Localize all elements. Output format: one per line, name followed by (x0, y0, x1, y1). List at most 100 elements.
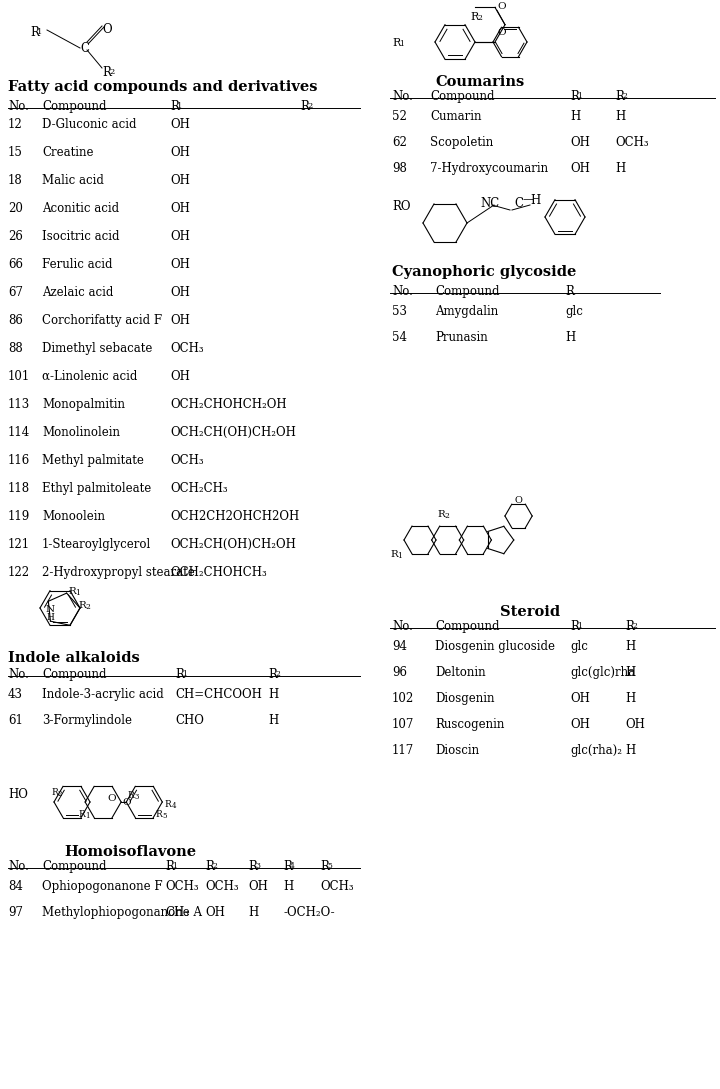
Text: R: R (165, 860, 174, 873)
Text: Corchorifatty acid F: Corchorifatty acid F (42, 314, 162, 327)
Text: R: R (127, 792, 134, 800)
Text: 2: 2 (58, 791, 63, 798)
Text: glc: glc (570, 640, 588, 653)
Text: R: R (438, 510, 446, 519)
Text: 3: 3 (255, 862, 260, 870)
Text: C: C (514, 197, 523, 210)
Text: O: O (515, 497, 523, 505)
Text: 52: 52 (392, 110, 407, 123)
Text: 62: 62 (392, 136, 407, 149)
Text: H: H (46, 613, 54, 622)
Text: OCH₃: OCH₃ (170, 342, 204, 355)
Text: D-Gluconic acid: D-Gluconic acid (42, 118, 137, 131)
Text: Ferulic acid: Ferulic acid (42, 258, 112, 271)
Text: Cumarin: Cumarin (430, 110, 482, 123)
Text: Compound: Compound (435, 620, 500, 633)
Text: 84: 84 (8, 880, 23, 893)
Text: OCH₂CHOHCH₂OH: OCH₂CHOHCH₂OH (170, 397, 287, 411)
Text: CH₃: CH₃ (165, 906, 189, 919)
Text: 26: 26 (8, 230, 23, 243)
Text: Aconitic acid: Aconitic acid (42, 201, 119, 215)
Text: H: H (615, 110, 625, 123)
Text: OH: OH (170, 314, 190, 327)
Text: No.: No. (392, 620, 413, 633)
Text: No.: No. (392, 285, 413, 298)
Text: 97: 97 (8, 906, 23, 919)
Text: 5: 5 (327, 862, 332, 870)
Text: 1-Stearoylglycerol: 1-Stearoylglycerol (42, 538, 151, 551)
Text: Azelaic acid: Azelaic acid (42, 286, 113, 299)
Text: O: O (497, 27, 505, 37)
Text: OH: OH (170, 286, 190, 299)
Text: Amygdalin: Amygdalin (435, 305, 498, 318)
Text: OH: OH (570, 692, 590, 705)
Text: Coumarins: Coumarins (436, 75, 525, 89)
Text: H: H (565, 331, 575, 344)
Text: H: H (625, 666, 635, 680)
Text: 1: 1 (397, 552, 402, 560)
Text: 117: 117 (392, 744, 414, 757)
Text: Compound: Compound (430, 90, 495, 103)
Text: OH: OH (170, 118, 190, 131)
Text: H: H (570, 110, 580, 123)
Text: R: R (248, 860, 257, 873)
Text: 1: 1 (577, 91, 582, 100)
Text: 53: 53 (392, 305, 407, 318)
Text: 114: 114 (8, 426, 30, 439)
Text: Diosgenin glucoside: Diosgenin glucoside (435, 640, 555, 653)
Text: R: R (78, 809, 85, 819)
Text: 3: 3 (134, 794, 139, 802)
Text: 54: 54 (392, 331, 407, 344)
Text: H: H (248, 906, 258, 919)
Text: 98: 98 (392, 162, 407, 175)
Text: 1: 1 (177, 102, 182, 110)
Text: Compound: Compound (42, 860, 107, 873)
Text: H: H (625, 692, 635, 705)
Text: Prunasin: Prunasin (435, 331, 487, 344)
Text: R: R (625, 620, 634, 633)
Text: Isocitric acid: Isocitric acid (42, 230, 120, 243)
Text: H: H (268, 688, 278, 701)
Text: OH: OH (570, 162, 590, 175)
Text: R: R (205, 860, 214, 873)
Text: 1: 1 (182, 670, 187, 678)
Text: R: R (570, 90, 579, 103)
Text: 102: 102 (392, 692, 414, 705)
Text: R: R (164, 800, 171, 809)
Text: glc(glc)rha: glc(glc)rha (570, 666, 635, 680)
Text: 119: 119 (8, 510, 30, 523)
Text: Ophiopogonanone F: Ophiopogonanone F (42, 880, 163, 893)
Text: 7-Hydroxycoumarin: 7-Hydroxycoumarin (430, 162, 548, 175)
Text: 1: 1 (76, 589, 81, 597)
Text: OCH₃: OCH₃ (170, 454, 204, 467)
Text: -OCH₂O-: -OCH₂O- (283, 906, 335, 919)
Text: O: O (497, 2, 505, 11)
Text: —: — (523, 194, 534, 204)
Text: 121: 121 (8, 538, 30, 551)
Text: 2: 2 (445, 512, 449, 521)
Text: O: O (102, 23, 112, 36)
Text: OCH2CH2OHCH2OH: OCH2CH2OHCH2OH (170, 510, 300, 523)
Text: H: H (530, 194, 540, 207)
Text: Ruscogenin: Ruscogenin (435, 718, 505, 731)
Text: 1: 1 (172, 862, 177, 870)
Text: 2: 2 (307, 102, 312, 110)
Text: 2: 2 (622, 91, 627, 100)
Text: 1: 1 (37, 28, 42, 36)
Text: 2-Hydroxypropyl stearate: 2-Hydroxypropyl stearate (42, 566, 194, 579)
Text: Dimethyl sebacate: Dimethyl sebacate (42, 342, 153, 355)
Text: R: R (170, 100, 179, 113)
Text: R: R (78, 601, 86, 610)
Text: R: R (320, 860, 329, 873)
Text: 4: 4 (290, 862, 295, 870)
Text: 122: 122 (8, 566, 30, 579)
Text: 12: 12 (8, 118, 23, 131)
Text: 67: 67 (8, 286, 23, 299)
Text: 18: 18 (8, 174, 23, 187)
Text: No.: No. (392, 90, 413, 103)
Text: Indole-3-acrylic acid: Indole-3-acrylic acid (42, 688, 163, 701)
Text: OH: OH (248, 880, 268, 893)
Text: 66: 66 (8, 258, 23, 271)
Text: OH: OH (170, 146, 190, 159)
Text: R: R (570, 620, 579, 633)
